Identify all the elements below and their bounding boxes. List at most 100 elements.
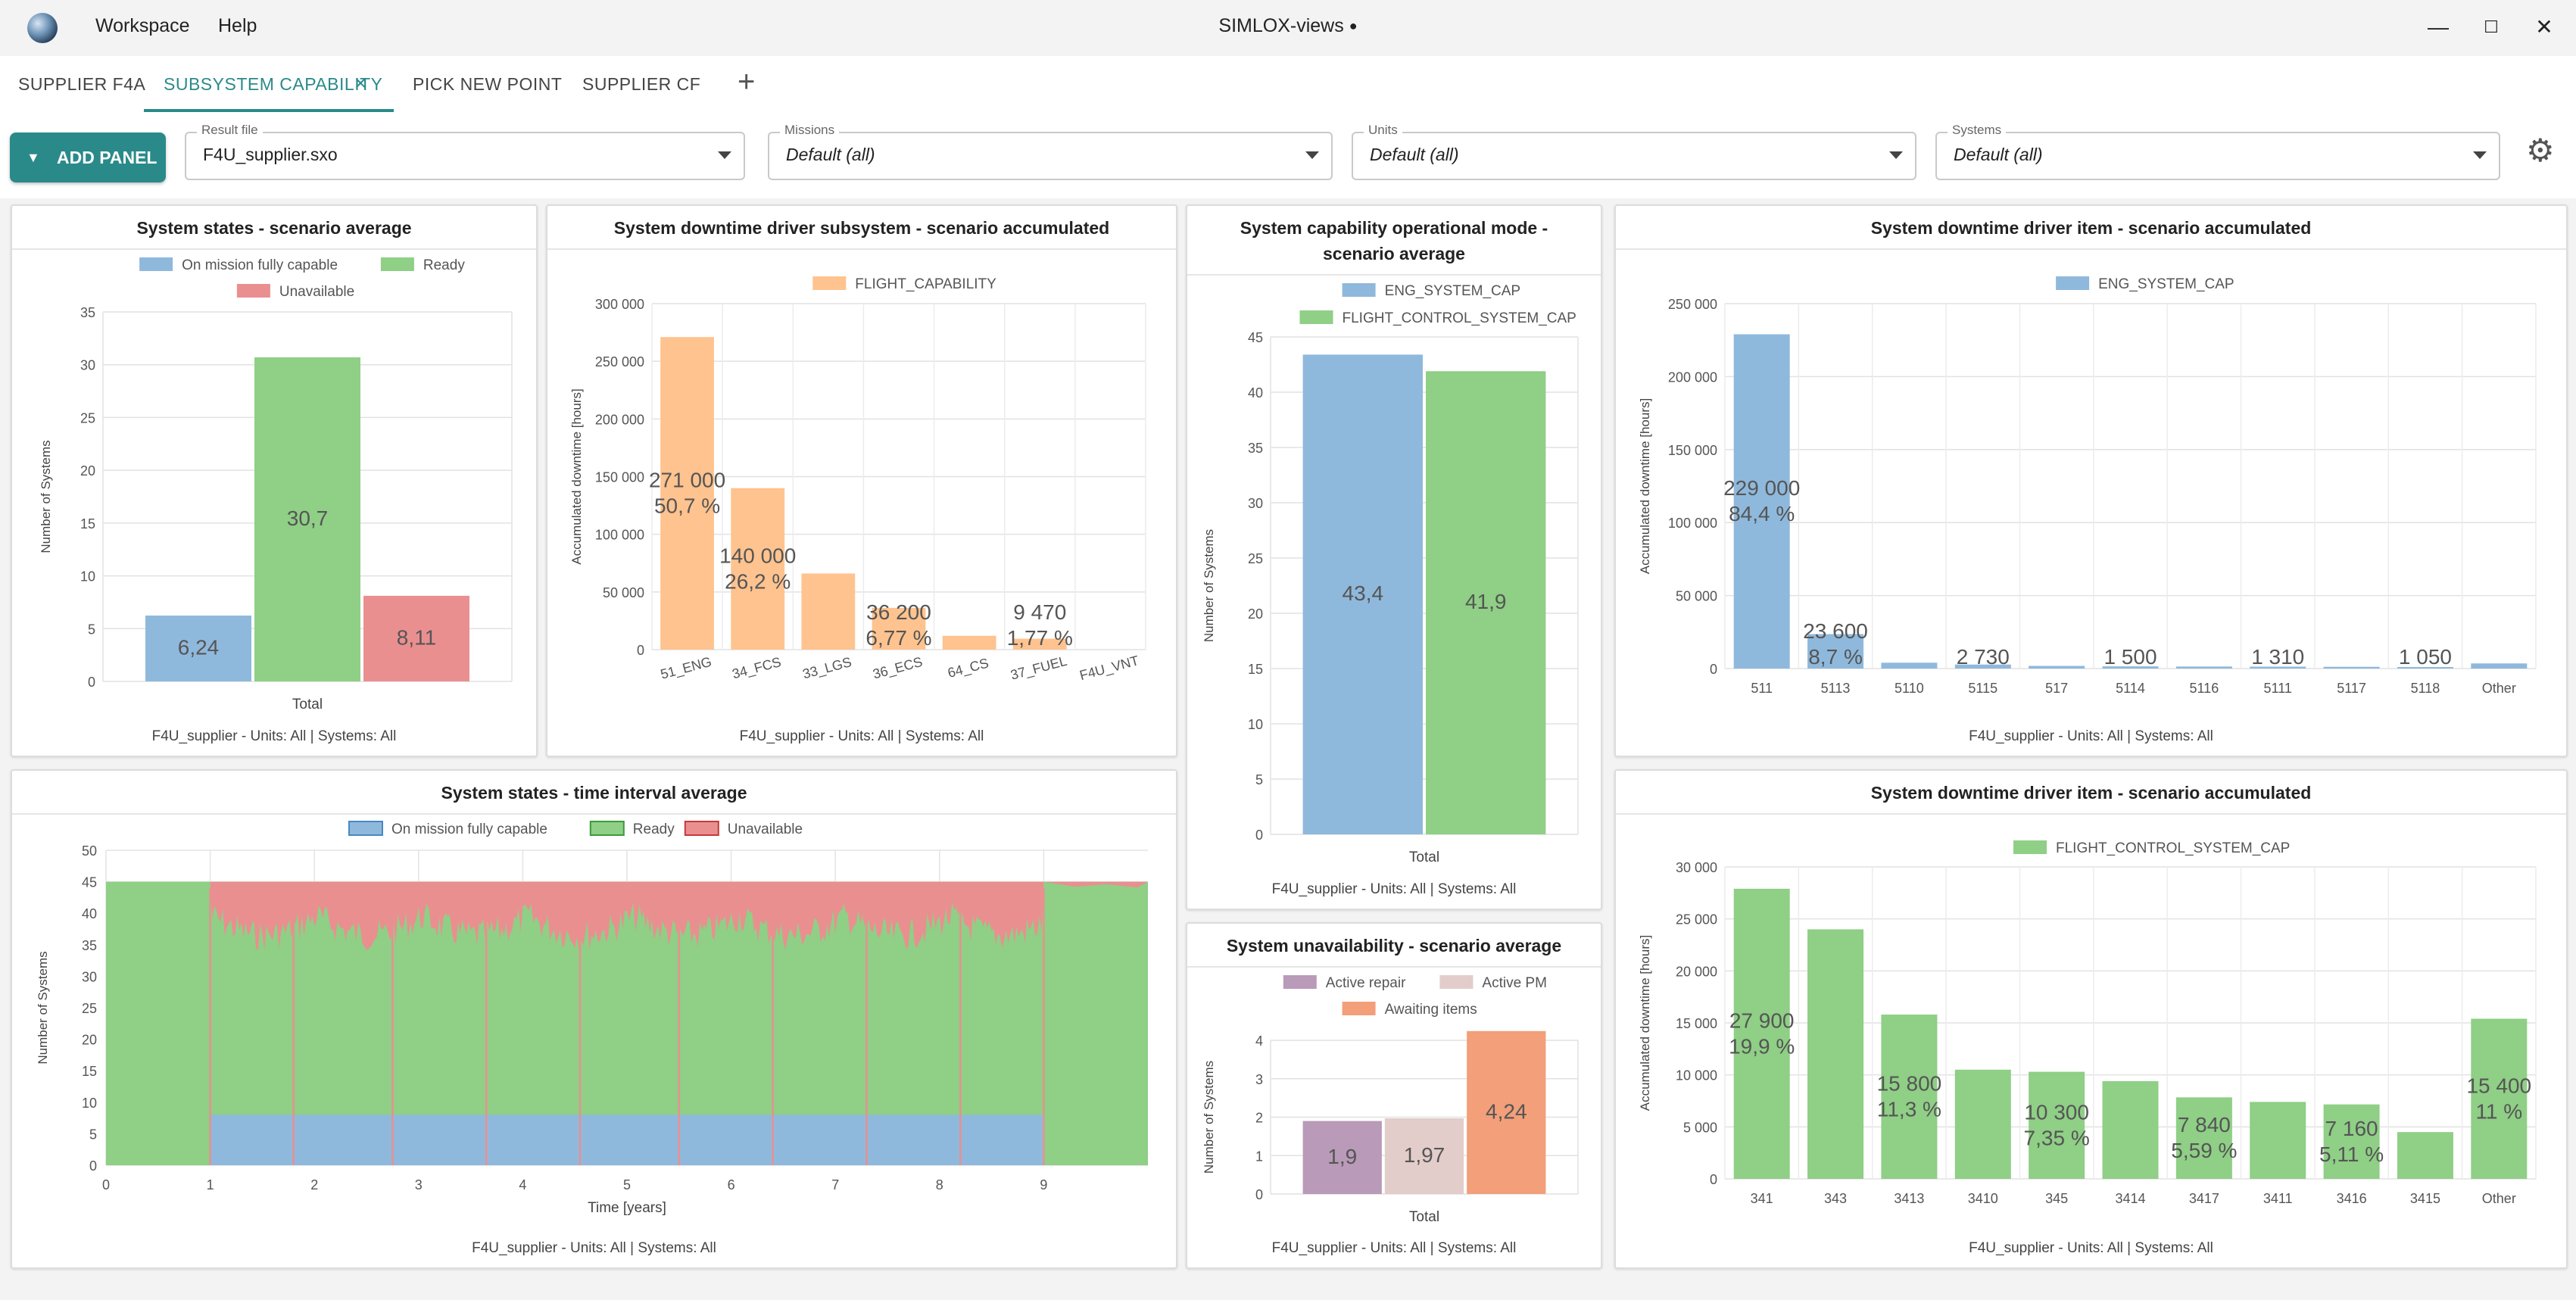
bar [2397, 666, 2453, 669]
data-label: 11 % [2475, 1099, 2522, 1123]
bar [254, 357, 360, 681]
x-tick-label: Total [1409, 850, 1439, 865]
filter-bar: ▼ ADD PANEL Result file F4U_supplier.sxo… [0, 114, 2576, 198]
chart-capability-mode: ENG_SYSTEM_CAP FLIGHT_CONTROL_SYSTEM_CAP 0… [1202, 283, 1579, 865]
y-tick-label: 50 000 [1676, 589, 1717, 604]
x-tick-label: 64_CS [946, 655, 990, 681]
legend-swatch [684, 821, 719, 836]
y-tick-label: 15 000 [1676, 1016, 1717, 1031]
panel-footer: F4U_supplier - Units: All | Systems: All [472, 1240, 716, 1256]
tab-close-icon[interactable]: × [354, 71, 367, 95]
tab-supplier-f4a[interactable]: SUPPLIER F4A [18, 74, 146, 94]
dropdown-arrow-icon [1889, 151, 1903, 159]
data-label: 50,7 % [654, 494, 720, 518]
bar [660, 337, 714, 650]
y-tick-label: 5 [88, 622, 95, 637]
minimize-icon[interactable]: — [2428, 15, 2449, 39]
data-label: 7 160 [2325, 1117, 2378, 1140]
data-label: 1,9 [1327, 1145, 1357, 1168]
bar [363, 595, 469, 681]
panel-title: System states - scenario average [136, 218, 412, 238]
y-tick-label: 200 000 [1668, 369, 1717, 385]
data-label: 15 400 [2466, 1074, 2531, 1097]
data-label: 1 500 [2104, 645, 2157, 669]
result-file-select[interactable]: Result file F4U_supplier.sxo [185, 123, 745, 180]
bar [1881, 662, 1938, 669]
x-tick-label: 5110 [1895, 681, 1924, 696]
y-tick-label: 30 [80, 358, 95, 373]
data-label: 11,3 % [1877, 1098, 1941, 1121]
data-label: 7 840 [2178, 1113, 2231, 1136]
maximize-icon[interactable]: ☐ [2484, 17, 2499, 36]
legend-swatch [1342, 1002, 1376, 1015]
data-label: 8,11 [397, 625, 436, 649]
bar [872, 607, 926, 650]
settings-gear-icon[interactable]: ⚙ [2526, 132, 2555, 168]
y-tick-label: 50 [82, 843, 97, 859]
bar [2102, 666, 2159, 669]
x-tick-label: 345 [2045, 1191, 2068, 1206]
bar [801, 573, 856, 650]
y-tick-label: 5 000 [1683, 1120, 1717, 1135]
x-tick-label: 5116 [2190, 681, 2219, 696]
legend-swatch [380, 257, 414, 271]
add-tab-icon[interactable]: + [738, 65, 756, 98]
data-label: 9 470 [1013, 600, 1066, 624]
y-tick-label: 40 [1248, 385, 1263, 401]
y-tick-label: 45 [1248, 330, 1263, 345]
y-tick-label: 10 [82, 1096, 97, 1111]
y-axis-label: Number of Systems [39, 440, 53, 553]
panel-footer: F4U_supplier - Units: All | Systems: All [151, 728, 397, 744]
legend-swatch [236, 284, 270, 298]
data-label: 1,77 % [1007, 626, 1073, 650]
chart-driver-item-fc: FLIGHT_CONTROL_SYSTEM_CAP 0 5 000 10 000 15 … [1638, 840, 2537, 1206]
panel-footer: F4U_supplier - Units: All | Systems: All [1969, 728, 2213, 744]
data-label: 4,24 [1486, 1099, 1527, 1123]
data-label: 229 000 [1723, 476, 1800, 500]
legend-swatch [1342, 283, 1376, 297]
units-select[interactable]: Units Default (all) [1352, 123, 1916, 180]
panel-driver-item-eng: System downtime driver item - scenario a… [1614, 204, 2568, 757]
x-tick-label: 6 [728, 1177, 735, 1192]
tab-supplier-cf[interactable]: SUPPLIER CF [582, 74, 701, 94]
y-tick-label: 15 [1248, 662, 1263, 677]
systems-select[interactable]: Systems Default (all) [1935, 123, 2500, 180]
legend-swatch [589, 821, 625, 836]
chart-system-states-avg: On mission fully capable Ready Unavailable… [39, 257, 513, 712]
x-tick-label: 3416 [2337, 1191, 2367, 1206]
y-tick-label: 0 [1255, 828, 1263, 843]
bar [1426, 371, 1546, 834]
x-tick-label: 343 [1824, 1191, 1847, 1206]
y-tick-label: 4 [1255, 1033, 1263, 1049]
missions-select[interactable]: Missions Default (all) [768, 123, 1333, 180]
tab-subsystem-capability[interactable]: SUBSYSTEM CAPABILITY [164, 74, 383, 94]
menu-help[interactable]: Help [218, 15, 257, 36]
unsaved-dot-icon: ● [1349, 18, 1358, 33]
legend-label: Active PM [1482, 975, 1547, 991]
data-label: 30,7 [287, 507, 329, 530]
y-tick-label: 250 000 [595, 354, 644, 369]
y-tick-label: 5 [1255, 772, 1263, 787]
x-tick-label: 3417 [2189, 1191, 2219, 1206]
legend-swatch [1439, 975, 1474, 989]
bar [1954, 1069, 2011, 1179]
y-tick-label: 20 [80, 463, 95, 479]
y-tick-label: 150 000 [595, 470, 644, 485]
data-label: 43,4 [1343, 581, 1384, 605]
y-axis-label: Number of Systems [1202, 1061, 1216, 1174]
x-tick-label: 7 [831, 1177, 839, 1192]
legend-label: Unavailable [279, 284, 354, 300]
y-axis-label: Number of Systems [1202, 529, 1216, 642]
close-window-icon[interactable]: ✕ [2535, 15, 2553, 39]
bar [2029, 666, 2085, 669]
add-panel-button[interactable]: ▼ ADD PANEL [10, 132, 166, 182]
legend-label: FLIGHT_CONTROL_SYSTEM_CAP [2056, 840, 2290, 856]
y-tick-label: 0 [637, 643, 644, 658]
chart-driver-item-eng: ENG_SYSTEM_CAP 0 50 000 100 000 150 000 200 0… [1638, 276, 2537, 696]
menu-workspace[interactable]: Workspace [95, 15, 190, 36]
x-tick-label: 2 [310, 1177, 318, 1192]
tab-pick-new-point[interactable]: PICK NEW POINT [413, 74, 563, 94]
x-axis-label: Time [years] [588, 1200, 666, 1216]
bar [2250, 1102, 2306, 1179]
data-label: 15 800 [1877, 1072, 1942, 1096]
